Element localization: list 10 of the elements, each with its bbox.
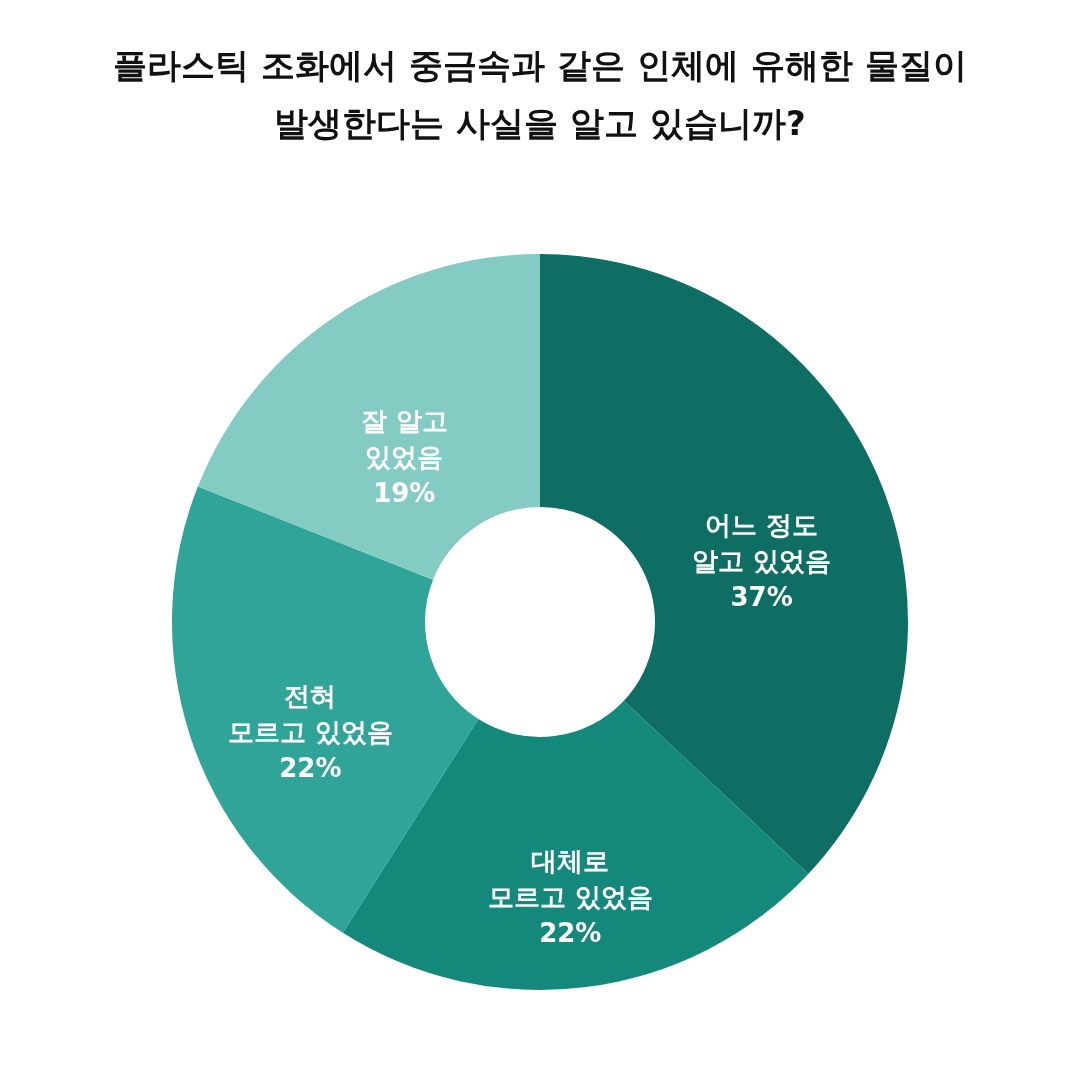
- slice-label: 잘 알고 있었음: [360, 406, 448, 473]
- slice-label: 대체로 모르고 있었음: [487, 845, 653, 912]
- slice-label: 전혀 모르고 있었음: [227, 680, 393, 747]
- data-label: 37%: [730, 582, 793, 613]
- slice-label: 어느 정도 알고 있었음: [692, 510, 832, 577]
- donut-slice: [197, 254, 540, 580]
- data-label: 19%: [373, 478, 436, 509]
- data-label: 22%: [539, 917, 602, 948]
- data-label: 22%: [279, 752, 342, 783]
- chart-title: 플라스틱 조화에서 중금속과 같은 인체에 유해한 물질이 발생한다는 사실을 알고 있습니까?: [113, 45, 967, 143]
